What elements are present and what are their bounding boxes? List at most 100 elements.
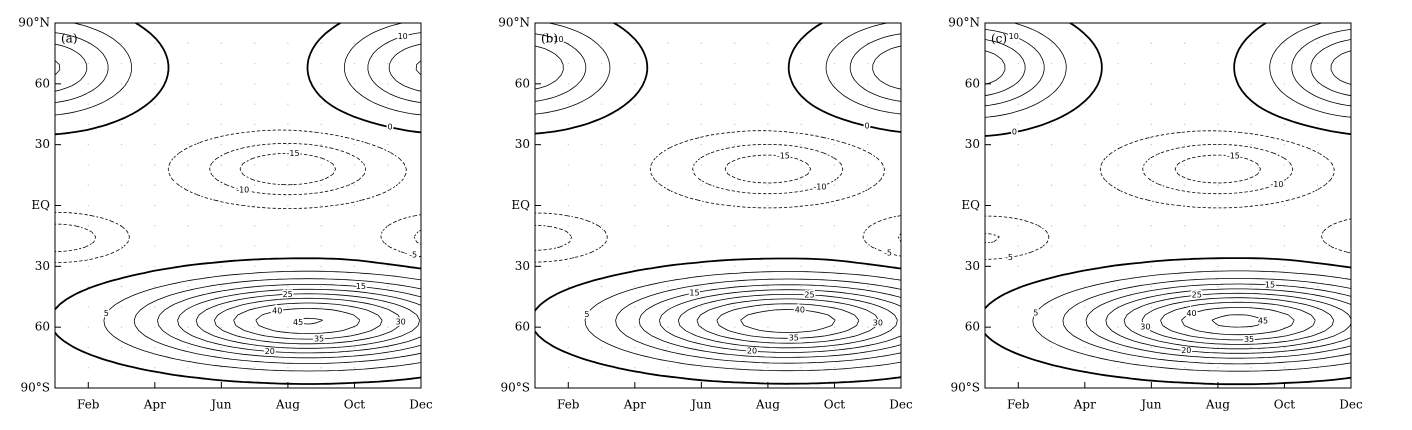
y-tick-label: 30 [515,259,530,273]
grid-dot [1283,245,1286,247]
grid-dot [1217,306,1219,308]
grid-dot [320,286,322,288]
grid-dot [254,204,256,207]
grid-dot [767,123,769,125]
x-tick-label: Apr [143,398,166,412]
grid-dot [767,306,769,308]
contour-label: 5 [584,310,589,319]
grid-dot [320,184,322,186]
grid-dot [734,83,736,85]
grid-dot [800,184,802,186]
grid-dot [254,42,256,44]
grid-dot [120,103,123,105]
contour-line [984,22,1352,386]
grid-dot [634,164,636,166]
grid-dot [353,42,356,44]
y-tick-label: 30 [35,137,50,151]
grid-dot [353,123,356,125]
grid-dot [387,306,389,308]
grid-dot [120,62,123,65]
grid-dot [634,265,636,267]
grid-dot [320,144,322,146]
grid-dot [254,123,256,125]
grid-dot [667,62,669,65]
x-tick-label: Oct [344,398,366,412]
grid-dot [700,286,702,288]
grid-dot [320,367,322,369]
grid-dot [567,346,569,349]
grid-dot [1084,83,1086,85]
contour-label: -5 [884,249,892,258]
grid-dot [120,144,123,146]
grid-dot [700,367,702,369]
grid-dot [1017,286,1019,288]
grid-dot [1217,42,1219,44]
grid-dot [1050,62,1053,65]
grid-dot [1217,184,1219,186]
grid-dot [1317,225,1319,227]
grid-dot [1050,286,1053,288]
grid-dot [1217,83,1219,85]
contour-label: 40 [1186,309,1196,318]
grid-dot [1117,326,1119,328]
grid-dot [600,184,603,186]
grid-dot [87,123,89,125]
grid-dot [220,265,222,267]
grid-dot [87,144,89,146]
grid-dot [220,326,222,328]
grid-dot [567,103,569,105]
grid-dot [1117,286,1119,288]
grid-dot [1084,144,1086,146]
contour-line [984,50,1352,354]
grid-dot [800,326,802,328]
grid-dot [1117,144,1119,146]
contour-line [740,309,836,333]
grid-dot [1117,245,1119,247]
grid-dot [1150,164,1152,166]
grid-dot [1017,184,1019,186]
grid-dot [1317,245,1319,247]
grid-dot [1317,42,1319,44]
grid-dot [1017,42,1019,44]
contour-line [534,144,902,251]
grid-dot [600,306,603,308]
grid-dot [1184,346,1186,349]
grid-dot [767,164,769,166]
grid-dot [634,286,636,288]
grid-dot [767,225,769,227]
grid-dot [1117,62,1119,65]
panel-label: (a) [61,32,78,46]
y-tick-label: 90°S [21,381,51,395]
x-tick-label: Feb [1007,398,1030,412]
grid-dot [734,367,736,369]
grid-dot [187,62,189,65]
grid-dot [1017,62,1019,65]
x-tick-label: Aug [1205,398,1230,412]
grid-dot [833,326,836,328]
grid-dot [600,326,603,328]
grid-dot [600,62,603,65]
grid-dot [867,123,869,125]
contour-label: 35 [314,334,324,343]
y-tick-label: 90°N [18,16,50,30]
grid-dot [767,144,769,146]
grid-dot [187,326,189,328]
contour-line [984,144,1294,244]
grid-dot [1150,42,1152,44]
contour-line [984,130,1352,260]
grid-dot [800,123,802,125]
grid-dot [254,83,256,85]
grid-dot [1117,42,1119,44]
contour-label: 40 [795,305,805,314]
grid-dot [1217,265,1219,267]
contour-label: 10 [1009,32,1019,41]
grid-dot [87,286,89,288]
grid-dot [87,225,89,227]
grid-dot [700,42,702,44]
contour-line [239,152,336,186]
grid-dot [254,346,256,349]
grid-dot [700,123,702,125]
grid-dot [353,164,356,166]
grid-dot [120,245,123,247]
grid-dot [87,265,89,267]
